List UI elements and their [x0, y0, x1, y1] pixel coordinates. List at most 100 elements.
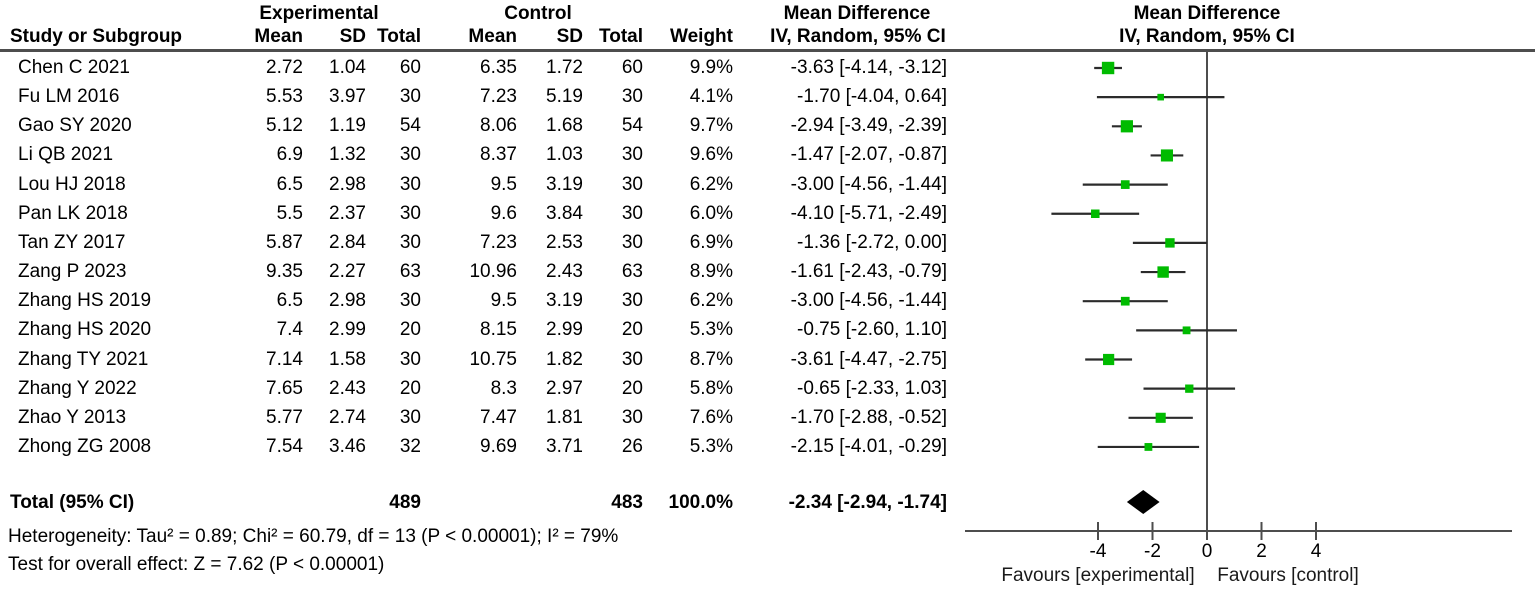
pooled-effect-diamond — [1126, 490, 1160, 514]
experimental-total: 30 — [399, 144, 421, 166]
experimental-sd: 1.58 — [329, 348, 366, 370]
total-ci-text: -2.34 [-2.94, -1.74] — [788, 492, 947, 513]
control-mean: 8.15 — [480, 319, 517, 341]
study-weight: 9.7% — [689, 115, 733, 137]
control-total: 30 — [621, 290, 643, 312]
experimental-mean: 6.9 — [276, 144, 303, 166]
control-mean: 8.3 — [490, 377, 517, 399]
control-mean: 9.5 — [490, 290, 517, 312]
total-row: Total (95% CI) 489 483 100.0% -2.34 [-2.… — [0, 490, 965, 516]
header-exp-total: Total — [377, 26, 421, 47]
experimental-total: 63 — [399, 261, 421, 283]
axis-tick-label: 4 — [1310, 541, 1322, 562]
study-row: Gao SY 2020 5.12 1.19 54 8.06 1.68 54 9.… — [0, 112, 965, 140]
study-ci-text: -1.70 [-2.88, -0.52] — [790, 406, 947, 428]
experimental-sd: 2.98 — [329, 290, 366, 312]
study-row: Zhong ZG 2008 7.54 3.46 32 9.69 3.71 26 … — [0, 433, 965, 461]
experimental-sd: 2.43 — [329, 377, 366, 399]
study-row: Zhao Y 2013 5.77 2.74 30 7.47 1.81 30 7.… — [0, 404, 965, 432]
control-total: 20 — [621, 377, 643, 399]
study-weight: 9.9% — [689, 57, 733, 78]
experimental-sd: 2.27 — [329, 261, 366, 283]
study-row: Zhang HS 2019 6.5 2.98 30 9.5 3.19 30 6.… — [0, 287, 965, 315]
experimental-mean: 2.72 — [266, 57, 303, 78]
control-mean: 9.69 — [480, 435, 517, 457]
control-total: 20 — [621, 319, 643, 341]
experimental-sd: 1.19 — [329, 115, 366, 137]
experimental-sd: 2.98 — [329, 173, 366, 195]
experimental-mean: 5.12 — [266, 115, 303, 137]
header-divider — [0, 49, 1535, 52]
control-total: 30 — [621, 406, 643, 428]
experimental-total: 20 — [399, 319, 421, 341]
experimental-mean: 6.5 — [276, 290, 303, 312]
study-weight: 5.8% — [689, 377, 733, 399]
study-ci-text: -3.00 [-4.56, -1.44] — [790, 290, 947, 312]
experimental-total: 30 — [399, 173, 421, 195]
study-ci-text: -0.65 [-2.33, 1.03] — [797, 377, 947, 399]
study-row: Tan ZY 2017 5.87 2.84 30 7.23 2.53 30 6.… — [0, 229, 965, 257]
effect-marker — [1157, 93, 1164, 101]
control-total: 30 — [621, 202, 643, 224]
study-row: Zhang HS 2020 7.4 2.99 20 8.15 2.99 20 5… — [0, 316, 965, 344]
study-name: Tan ZY 2017 — [18, 231, 126, 253]
experimental-total: 54 — [399, 115, 421, 137]
study-weight: 6.0% — [689, 202, 733, 224]
header-exp-mean: Mean — [254, 26, 303, 47]
effect-marker — [1165, 238, 1175, 248]
study-row: Zang P 2023 9.35 2.27 63 10.96 2.43 63 8… — [0, 258, 965, 286]
axis-tick-label: 0 — [1201, 541, 1213, 562]
overall-effect-text: Test for overall effect: Z = 7.62 (P < 0… — [8, 554, 385, 575]
control-sd: 2.53 — [546, 231, 583, 253]
study-name: Fu LM 2016 — [18, 86, 120, 108]
header-ctl-total: Total — [599, 26, 643, 47]
study-ci-text: -1.61 [-2.43, -0.79] — [790, 261, 947, 283]
study-name: Zhong ZG 2008 — [18, 435, 152, 457]
experimental-mean: 5.77 — [266, 406, 303, 428]
experimental-mean: 7.65 — [266, 377, 303, 399]
experimental-sd: 3.97 — [329, 86, 366, 108]
header-study-or-subgroup: Study or Subgroup — [10, 26, 183, 47]
experimental-total: 32 — [399, 435, 421, 457]
axis-tick-label: -2 — [1144, 541, 1161, 562]
control-sd: 5.19 — [546, 86, 583, 108]
control-mean: 7.47 — [480, 406, 517, 428]
header-ctl-mean: Mean — [468, 26, 517, 47]
effect-marker — [1144, 443, 1153, 451]
effect-marker — [1160, 149, 1173, 162]
study-name: Zhang TY 2021 — [18, 348, 149, 370]
effect-marker — [1182, 326, 1191, 335]
header-mean-difference-plot: Mean Difference — [1133, 3, 1281, 24]
header-method-plot-col: IV, Random, 95% CI — [1119, 26, 1295, 47]
total-weight: 100.0% — [668, 492, 733, 513]
control-mean: 10.75 — [469, 348, 517, 370]
study-row: Fu LM 2016 5.53 3.97 30 7.23 5.19 30 4.1… — [0, 83, 965, 111]
study-weight: 6.2% — [689, 173, 733, 195]
study-name: Pan LK 2018 — [18, 202, 128, 224]
control-mean: 7.23 — [480, 231, 517, 253]
effect-marker — [1157, 266, 1169, 278]
control-sd: 3.84 — [546, 202, 583, 224]
control-sd: 1.03 — [546, 144, 583, 166]
control-total: 30 — [621, 231, 643, 253]
experimental-total: 30 — [399, 202, 421, 224]
control-sd: 1.81 — [546, 406, 583, 428]
study-weight: 7.6% — [689, 406, 733, 428]
study-name: Zang P 2023 — [18, 261, 127, 283]
control-sd: 2.43 — [546, 261, 583, 283]
study-row: Zhang TY 2021 7.14 1.58 30 10.75 1.82 30… — [0, 346, 965, 374]
study-ci-text: -4.10 [-5.71, -2.49] — [790, 202, 947, 224]
study-ci-text: -1.70 [-4.04, 0.64] — [797, 86, 947, 108]
control-mean: 7.23 — [480, 86, 517, 108]
study-name: Zhang HS 2019 — [18, 290, 152, 312]
control-sd: 2.97 — [546, 377, 583, 399]
effect-marker — [1120, 120, 1133, 133]
study-row: Lou HJ 2018 6.5 2.98 30 9.5 3.19 30 6.2%… — [0, 171, 965, 199]
axis-tick-label: 2 — [1256, 541, 1267, 562]
study-weight: 5.3% — [689, 319, 733, 341]
study-ci-text: -2.94 [-3.49, -2.39] — [790, 115, 947, 137]
experimental-mean: 5.87 — [266, 231, 303, 253]
study-weight: 8.7% — [689, 348, 733, 370]
favours-experimental-label: Favours [experimental] — [1001, 565, 1195, 586]
